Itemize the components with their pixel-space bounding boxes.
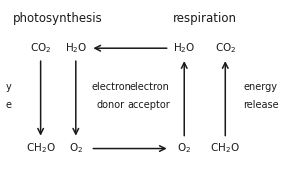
Text: acceptor: acceptor [128,100,170,110]
Text: CH$_2$O: CH$_2$O [210,142,240,155]
Text: release: release [243,100,278,110]
Text: y: y [6,82,11,92]
Text: CO$_2$: CO$_2$ [30,41,51,55]
Text: CO$_2$: CO$_2$ [215,41,236,55]
Text: O$_2$: O$_2$ [177,142,191,155]
Text: O$_2$: O$_2$ [69,142,83,155]
Text: energy: energy [244,82,277,92]
Text: photosynthesis: photosynthesis [13,12,103,25]
Text: H$_2$O: H$_2$O [64,41,87,55]
Text: respiration: respiration [173,12,237,25]
Text: e: e [5,100,11,110]
Text: electron: electron [91,82,131,92]
Text: H$_2$O: H$_2$O [173,41,195,55]
Text: donor: donor [97,100,125,110]
Text: electron: electron [129,82,169,92]
Text: CH$_2$O: CH$_2$O [26,142,56,155]
